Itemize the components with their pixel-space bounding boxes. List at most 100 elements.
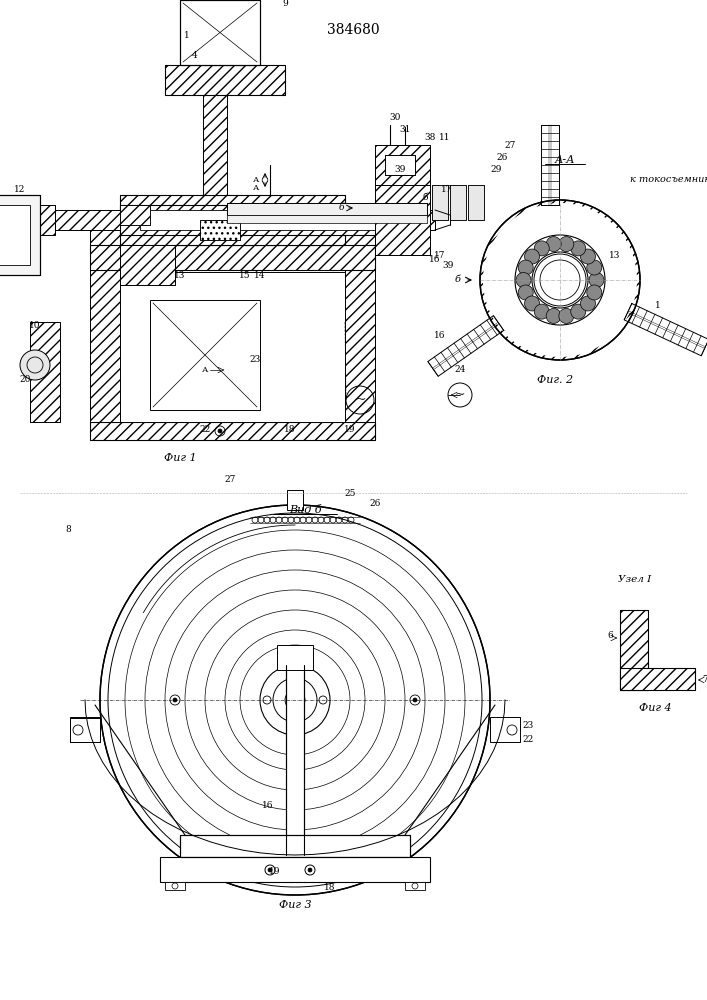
Circle shape bbox=[580, 296, 595, 311]
Text: 29: 29 bbox=[491, 165, 502, 174]
Text: 26: 26 bbox=[496, 153, 508, 162]
Bar bbox=[432, 185, 448, 220]
Circle shape bbox=[173, 698, 177, 702]
Bar bbox=[287, 490, 303, 510]
Circle shape bbox=[540, 260, 580, 300]
Text: Узел I: Узел I bbox=[619, 576, 652, 584]
Circle shape bbox=[305, 865, 315, 875]
Circle shape bbox=[319, 696, 327, 704]
Bar bbox=[150, 300, 260, 410]
Circle shape bbox=[448, 383, 472, 407]
Text: 16: 16 bbox=[434, 330, 445, 340]
Bar bbox=[227, 203, 427, 215]
Circle shape bbox=[518, 285, 533, 300]
Text: 10: 10 bbox=[29, 320, 41, 330]
Circle shape bbox=[265, 865, 275, 875]
Circle shape bbox=[532, 252, 588, 308]
Text: 11: 11 bbox=[439, 132, 451, 141]
Bar bbox=[120, 245, 175, 285]
Bar bbox=[165, 65, 285, 95]
Text: 22: 22 bbox=[522, 736, 534, 744]
Circle shape bbox=[534, 241, 549, 256]
Bar bbox=[90, 245, 375, 270]
Circle shape bbox=[534, 254, 586, 306]
Bar bbox=[165, 65, 285, 95]
Text: ~: ~ bbox=[455, 388, 465, 401]
Text: 17: 17 bbox=[441, 186, 452, 194]
Bar bbox=[203, 95, 227, 195]
Text: б: б bbox=[455, 275, 461, 284]
Bar bbox=[25, 205, 55, 235]
Circle shape bbox=[587, 285, 602, 300]
Text: 9: 9 bbox=[282, 0, 288, 7]
Text: 16: 16 bbox=[429, 255, 440, 264]
Text: 23: 23 bbox=[250, 356, 261, 364]
Bar bbox=[405, 210, 435, 230]
Bar bbox=[405, 882, 425, 890]
Circle shape bbox=[589, 272, 604, 288]
Text: 26: 26 bbox=[369, 498, 380, 508]
Text: 23: 23 bbox=[522, 720, 534, 730]
Text: 13: 13 bbox=[609, 250, 621, 259]
Bar bbox=[203, 95, 227, 195]
Bar bbox=[140, 210, 405, 230]
Bar bbox=[120, 195, 345, 245]
Circle shape bbox=[20, 350, 50, 380]
Bar bbox=[227, 215, 427, 223]
Bar bbox=[160, 857, 430, 882]
Text: 30: 30 bbox=[390, 112, 401, 121]
Circle shape bbox=[480, 200, 640, 360]
Text: А: А bbox=[201, 366, 208, 374]
Text: 31: 31 bbox=[399, 125, 411, 134]
Text: 12: 12 bbox=[14, 186, 25, 194]
Bar bbox=[70, 717, 100, 742]
Text: 24: 24 bbox=[455, 365, 466, 374]
Text: 14: 14 bbox=[255, 270, 266, 279]
Circle shape bbox=[515, 235, 605, 325]
Circle shape bbox=[559, 308, 574, 323]
Text: 19: 19 bbox=[344, 426, 356, 434]
Bar bbox=[286, 665, 304, 855]
Text: 39: 39 bbox=[395, 165, 406, 174]
Bar bbox=[200, 220, 240, 240]
Circle shape bbox=[547, 308, 561, 323]
Text: 1: 1 bbox=[184, 30, 190, 39]
Bar bbox=[120, 272, 345, 422]
Circle shape bbox=[525, 249, 539, 264]
Bar bbox=[180, 0, 260, 65]
Circle shape bbox=[285, 690, 305, 710]
Bar bbox=[25, 205, 55, 235]
Text: ~: ~ bbox=[354, 393, 366, 407]
Text: 17: 17 bbox=[434, 250, 445, 259]
Circle shape bbox=[410, 695, 420, 705]
Bar bbox=[490, 717, 520, 742]
Text: 38: 38 bbox=[424, 132, 436, 141]
Bar bbox=[620, 610, 648, 690]
Text: 1: 1 bbox=[655, 300, 661, 310]
Bar bbox=[620, 668, 695, 690]
Bar bbox=[450, 185, 466, 220]
Bar bbox=[90, 222, 120, 422]
Text: 15: 15 bbox=[239, 270, 251, 279]
Text: 8: 8 bbox=[65, 526, 71, 534]
Text: 19: 19 bbox=[269, 867, 281, 876]
Circle shape bbox=[170, 695, 180, 705]
Text: 20: 20 bbox=[19, 375, 30, 384]
Bar bbox=[385, 155, 415, 175]
Bar bbox=[375, 145, 430, 185]
Text: 18: 18 bbox=[325, 882, 336, 892]
Circle shape bbox=[273, 678, 317, 722]
Bar bbox=[165, 882, 185, 890]
Text: Фиг. 2: Фиг. 2 bbox=[537, 375, 573, 385]
Bar bbox=[90, 422, 375, 440]
Bar bbox=[375, 185, 430, 255]
Text: 18: 18 bbox=[284, 426, 296, 434]
Bar bbox=[375, 185, 430, 255]
Text: 4: 4 bbox=[192, 50, 198, 60]
Bar bbox=[375, 145, 430, 185]
Bar bbox=[120, 205, 405, 235]
Bar bbox=[30, 322, 60, 422]
Circle shape bbox=[516, 272, 531, 288]
Text: 22: 22 bbox=[199, 426, 211, 434]
Bar bbox=[620, 668, 695, 690]
